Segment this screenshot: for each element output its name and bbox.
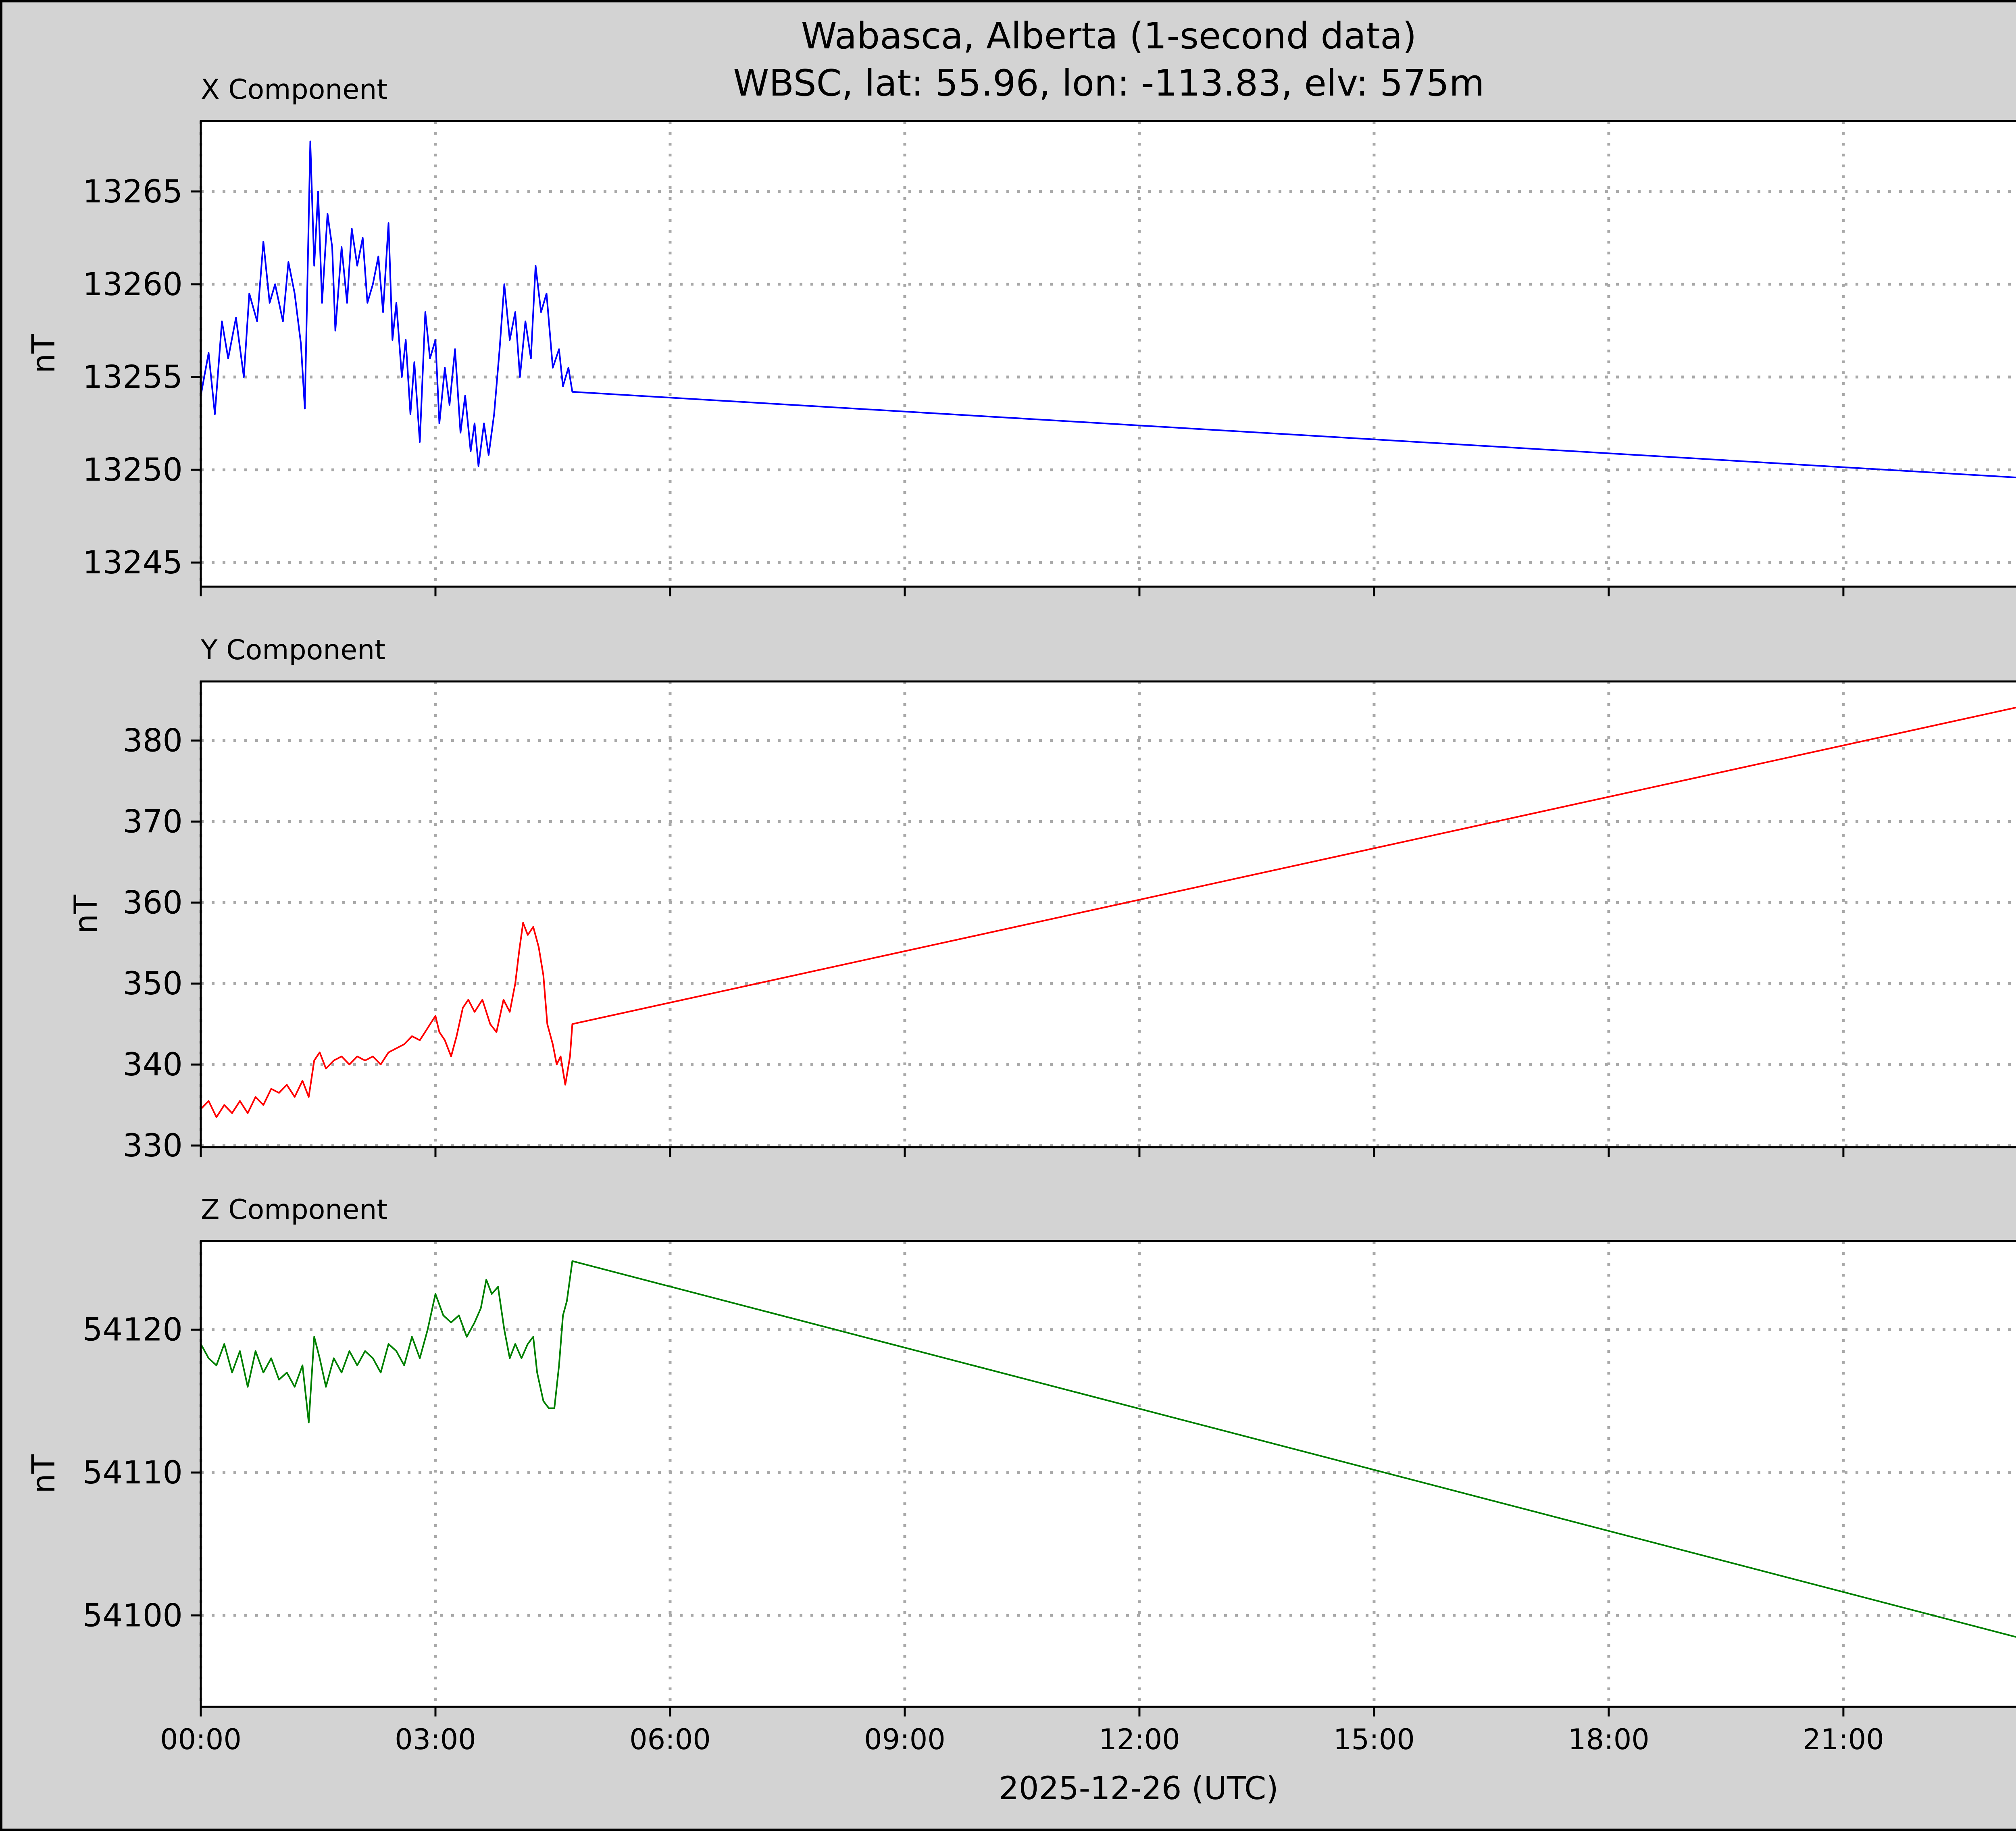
x-y-tick-label: 13255 [83, 359, 183, 396]
x-tick-label: 21:00 [1803, 1723, 1884, 1756]
y-y-tick-label: 350 [123, 966, 183, 1002]
x-tick-label: 15:00 [1333, 1723, 1415, 1756]
y-y-tick-label: 360 [123, 885, 183, 921]
x-panel-title: X Component [201, 74, 387, 106]
figure-title-line2: WBSC, lat: 55.96, lon: -113.83, elv: 575… [733, 62, 1484, 104]
y-y-tick-label: 380 [123, 723, 183, 759]
x-tick-label: 03:00 [395, 1723, 476, 1756]
y-series-line [200, 706, 2016, 1118]
x-tick-label: 12:00 [1099, 1723, 1180, 1756]
z-y-tick-label: 54100 [83, 1598, 183, 1634]
y-y-axis-label: nT [68, 895, 104, 934]
y-y-tick-label: 330 [123, 1128, 183, 1164]
y-component-panel: 330 340 350 360 370 380 Y Component nT [68, 634, 2016, 1164]
z-panel-title: Z Component [201, 1194, 387, 1226]
x-y-tick-label: 13250 [83, 452, 183, 488]
x-axes-frame [200, 120, 2016, 588]
figure-title-line1: Wabasca, Alberta (1-second data) [801, 15, 1417, 57]
y-y-tick-label: 340 [123, 1047, 183, 1083]
y-panel-title: Y Component [200, 634, 385, 666]
x-y-axis-label: nT [26, 334, 62, 373]
y-axes-frame [200, 680, 2016, 1148]
z-axes-frame [200, 1240, 2016, 1708]
x-y-tick-label: 13260 [83, 267, 183, 303]
x-plot-area [201, 121, 2016, 587]
x-tick-label: 00:00 [160, 1723, 242, 1756]
x-y-tick-label: 13245 [83, 545, 183, 581]
z-y-tick-label: 54120 [83, 1312, 183, 1348]
z-y-axis-label: nT [26, 1454, 62, 1494]
y-y-tick-label: 370 [123, 804, 183, 840]
x-tick-label: 06:00 [629, 1723, 711, 1756]
z-y-tick-label: 54110 [83, 1455, 183, 1491]
x-tick-label: 09:00 [864, 1723, 946, 1756]
z-component-panel: 00:00 03:00 06:00 09:00 12:00 15:00 18:00 21:00… [26, 1194, 2016, 1756]
x-series-line [200, 140, 2016, 479]
x-axis-label: 2025-12-26 (UTC) [999, 1771, 1279, 1807]
x-y-tick-label: 13265 [83, 174, 183, 210]
y-plot-area [201, 681, 2016, 1147]
x-tick-label: 18:00 [1568, 1723, 1649, 1756]
z-plot-area [201, 1241, 2016, 1707]
z-series-line [200, 1260, 2016, 1638]
x-component-panel: 13245 13250 13255 13260 13265 X Component nT [26, 74, 2016, 596]
